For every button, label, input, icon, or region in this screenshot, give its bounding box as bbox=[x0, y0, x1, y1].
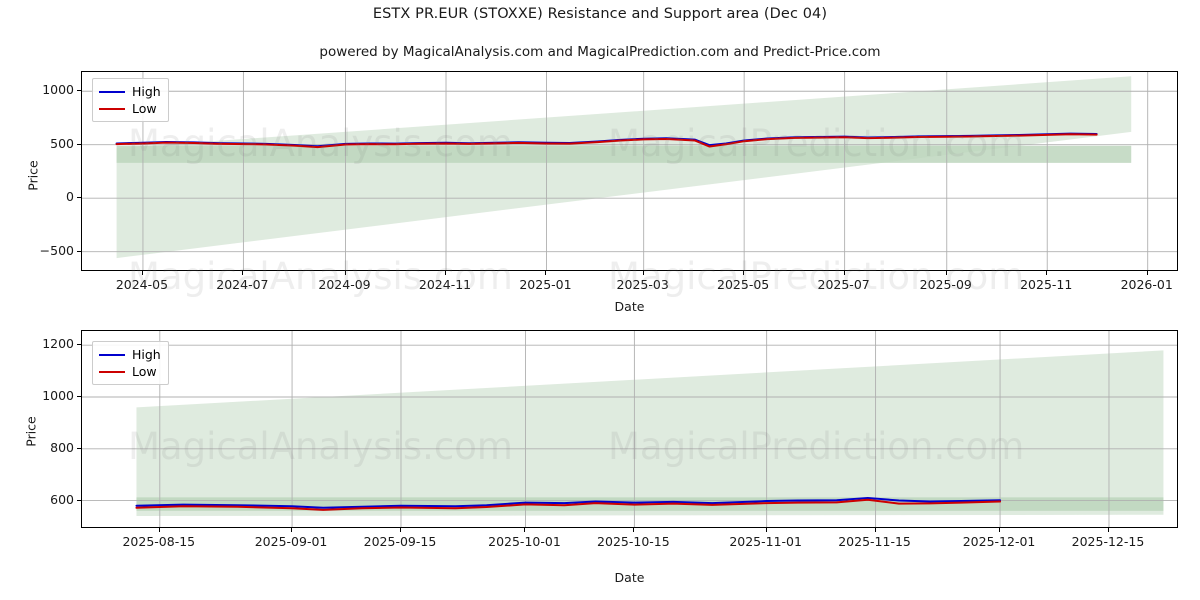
x-tick-mark bbox=[445, 271, 447, 275]
legend-label-high: High bbox=[132, 347, 161, 362]
x-tick-mark bbox=[291, 528, 293, 532]
lower-plot-area bbox=[81, 330, 1178, 528]
x-tick-label: 2025-11 bbox=[1020, 277, 1073, 292]
y-tick-label: 1200 bbox=[42, 336, 74, 352]
y-tick-label: 600 bbox=[50, 491, 74, 507]
y-tick-mark bbox=[77, 143, 81, 145]
x-tick-mark bbox=[1107, 528, 1109, 532]
x-tick-label: 2025-07 bbox=[817, 277, 870, 292]
x-tick-mark bbox=[874, 528, 876, 532]
legend-swatch-low bbox=[99, 107, 125, 110]
x-tick-mark bbox=[545, 271, 547, 275]
x-tick-mark bbox=[743, 271, 745, 275]
lower-legend: High Low bbox=[92, 341, 169, 385]
series-line-high bbox=[135, 496, 1002, 509]
x-tick-label: 2025-10-15 bbox=[597, 534, 670, 549]
x-tick-mark bbox=[141, 271, 143, 275]
y-tick-label: 1000 bbox=[42, 82, 74, 98]
y-tick-mark bbox=[77, 447, 81, 449]
x-tick-label: 2025-01 bbox=[519, 277, 572, 292]
x-tick-label: 2025-11-15 bbox=[838, 534, 911, 549]
y-tick-label: 800 bbox=[50, 439, 74, 455]
legend-swatch-low bbox=[99, 370, 125, 373]
legend-label-low: Low bbox=[132, 364, 157, 379]
upper-plot-area bbox=[81, 71, 1178, 271]
y-tick-mark bbox=[77, 90, 81, 92]
page-subtitle: powered by MagicalAnalysis.com and Magic… bbox=[319, 44, 881, 60]
upper-legend: High Low bbox=[92, 78, 169, 122]
legend-entry-high: High bbox=[99, 346, 161, 363]
y-tick-label: −500 bbox=[39, 242, 74, 258]
y-tick-mark bbox=[77, 250, 81, 252]
band-support-wedge bbox=[116, 76, 1132, 259]
upper-x-axis-label: Date bbox=[614, 299, 645, 314]
legend-label-low: Low bbox=[132, 101, 157, 116]
x-tick-mark bbox=[344, 271, 346, 275]
x-tick-mark bbox=[642, 271, 644, 275]
x-tick-label: 2024-09 bbox=[318, 277, 371, 292]
x-tick-label: 2025-09-15 bbox=[363, 534, 437, 549]
x-tick-mark bbox=[843, 271, 845, 275]
y-tick-label: 1000 bbox=[42, 388, 74, 403]
y-tick-label: 500 bbox=[50, 135, 74, 151]
x-tick-label: 2025-10-01 bbox=[488, 534, 561, 549]
x-tick-mark bbox=[158, 528, 160, 532]
x-tick-mark bbox=[399, 528, 401, 532]
x-tick-mark bbox=[1146, 271, 1148, 275]
x-tick-label: 2025-12-01 bbox=[962, 534, 1036, 549]
y-tick-label: 0 bbox=[66, 189, 74, 205]
x-tick-label: 2024-07 bbox=[216, 277, 269, 292]
legend-entry-low: Low bbox=[99, 100, 161, 117]
lower-x-axis-label: Date bbox=[614, 570, 645, 585]
x-tick-mark bbox=[765, 528, 767, 532]
legend-swatch-high bbox=[99, 353, 125, 356]
x-tick-label: 2025-03 bbox=[616, 277, 669, 292]
x-tick-label: 2026-01 bbox=[1120, 277, 1173, 292]
x-tick-label: 2024-11 bbox=[418, 277, 472, 292]
x-tick-mark bbox=[633, 528, 635, 532]
x-tick-mark bbox=[945, 271, 947, 275]
x-tick-label: 2025-05 bbox=[717, 277, 770, 292]
band-resistance-wedge bbox=[136, 350, 1164, 517]
legend-entry-low: Low bbox=[99, 363, 161, 380]
legend-entry-high: High bbox=[99, 83, 161, 100]
x-tick-mark bbox=[524, 528, 526, 532]
x-tick-mark bbox=[242, 271, 244, 275]
y-tick-mark bbox=[77, 197, 81, 199]
x-tick-mark bbox=[999, 528, 1001, 532]
series-line-low bbox=[115, 133, 1098, 149]
x-tick-label: 2025-12-15 bbox=[1071, 534, 1145, 549]
x-tick-label: 2025-09 bbox=[919, 277, 972, 292]
x-tick-label: 2024-05 bbox=[115, 277, 169, 292]
y-tick-mark bbox=[77, 344, 81, 346]
x-tick-label: 2025-11-01 bbox=[729, 534, 802, 549]
legend-label-high: High bbox=[132, 84, 161, 99]
legend-swatch-high bbox=[99, 90, 125, 93]
x-tick-mark bbox=[1046, 271, 1048, 275]
band-support-zone bbox=[116, 145, 1132, 163]
y-tick-mark bbox=[77, 499, 81, 501]
page-title: ESTX PR.EUR (STOXXE) Resistance and Supp… bbox=[372, 6, 828, 22]
x-tick-label: 2025-08-15 bbox=[122, 534, 196, 549]
x-tick-label: 2025-09-01 bbox=[254, 534, 328, 549]
y-tick-mark bbox=[77, 396, 81, 397]
series-line-low bbox=[135, 498, 1002, 511]
